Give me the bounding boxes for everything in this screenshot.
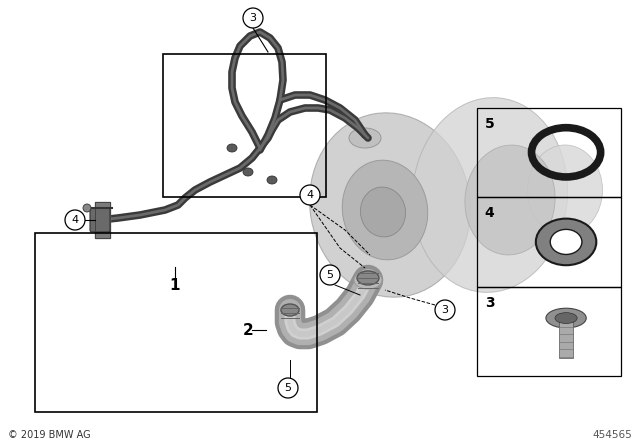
Text: 4: 4 [485, 206, 495, 220]
Text: 454565: 454565 [592, 430, 632, 440]
Text: 5: 5 [285, 383, 291, 393]
Circle shape [278, 378, 298, 398]
Polygon shape [95, 202, 110, 238]
Ellipse shape [243, 168, 253, 176]
Ellipse shape [227, 144, 237, 152]
Text: 4: 4 [72, 215, 79, 225]
Ellipse shape [310, 113, 470, 297]
Ellipse shape [357, 271, 379, 285]
Ellipse shape [349, 128, 381, 148]
Text: © 2019 BMW AG: © 2019 BMW AG [8, 430, 91, 440]
Bar [477, 108, 621, 197]
Text: 3: 3 [442, 305, 449, 315]
Ellipse shape [412, 98, 568, 293]
Text: 3: 3 [485, 296, 495, 310]
Circle shape [243, 8, 263, 28]
Ellipse shape [465, 145, 555, 255]
Text: 5: 5 [485, 116, 495, 131]
Circle shape [320, 265, 340, 285]
Text: 4: 4 [307, 190, 314, 200]
Ellipse shape [281, 304, 299, 316]
Ellipse shape [536, 219, 596, 265]
Text: 3: 3 [250, 13, 257, 23]
Text: 1: 1 [170, 277, 180, 293]
Circle shape [300, 185, 320, 205]
Ellipse shape [354, 271, 382, 289]
Bar [477, 197, 621, 287]
Bar [477, 287, 621, 376]
Text: 5: 5 [326, 270, 333, 280]
Circle shape [83, 204, 91, 212]
Text: 2: 2 [243, 323, 253, 337]
Ellipse shape [360, 187, 406, 237]
Ellipse shape [527, 145, 602, 235]
Bar [35, 233, 317, 412]
Ellipse shape [546, 308, 586, 328]
Ellipse shape [555, 313, 577, 323]
Bar [559, 321, 573, 358]
Ellipse shape [342, 160, 428, 260]
Circle shape [435, 300, 455, 320]
Bar [163, 54, 326, 197]
Ellipse shape [267, 176, 277, 184]
FancyBboxPatch shape [90, 208, 110, 232]
Ellipse shape [550, 229, 582, 254]
Circle shape [65, 210, 85, 230]
